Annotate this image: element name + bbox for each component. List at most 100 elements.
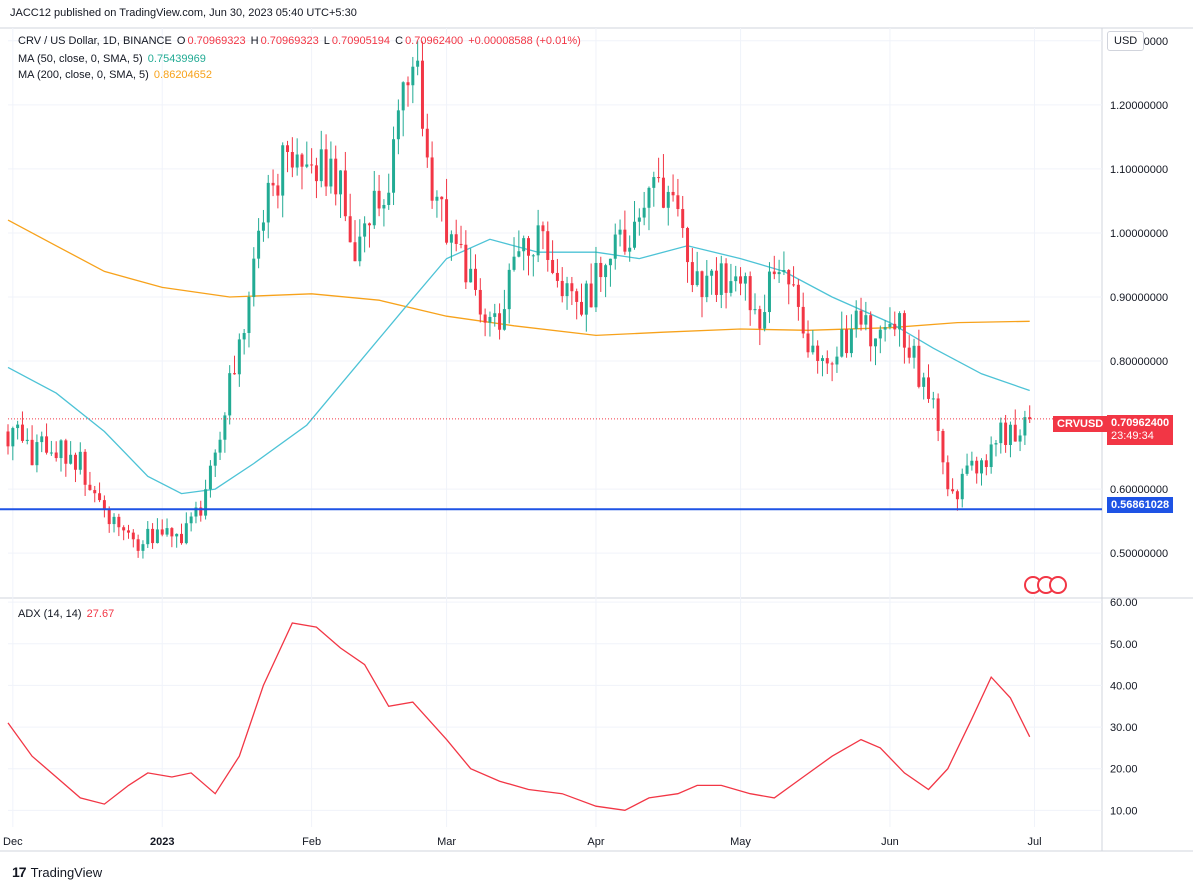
candle-body [854, 310, 858, 330]
ma200-value: 0.86204652 [153, 69, 213, 81]
tradingview-logo[interactable]: 17 TradingView [12, 864, 102, 880]
candle-body [276, 185, 280, 196]
candle-body [830, 363, 834, 365]
candle-body [594, 262, 598, 308]
candle-body [16, 424, 20, 429]
candle-body [377, 190, 381, 209]
candle-body [170, 528, 174, 537]
candle-body [695, 271, 699, 286]
ohlc-c-label: C [395, 35, 404, 47]
candle-body [459, 243, 463, 245]
candle-body [295, 154, 299, 168]
candle-body [801, 306, 805, 334]
candle-body [420, 60, 424, 129]
candle-body [78, 451, 82, 470]
candle-body [49, 452, 53, 454]
candle-body [608, 258, 612, 266]
candle-body [88, 484, 92, 491]
candle-body [233, 373, 237, 375]
candle-body [816, 345, 820, 361]
candle-body [970, 460, 974, 466]
y-tick-label: 1.10000000 [1110, 164, 1168, 176]
candle-body [126, 530, 130, 533]
candle-body [208, 465, 212, 490]
candle-body [613, 234, 617, 259]
ohlc-l-value: 0.70905194 [331, 35, 391, 47]
adx-tick-label: 50.00 [1110, 639, 1138, 651]
candle-body [849, 329, 853, 354]
candle-body [1028, 417, 1032, 419]
candle-body [560, 280, 564, 297]
currency-button[interactable]: USD [1107, 31, 1145, 51]
candle-body [999, 422, 1003, 444]
candle-body [20, 424, 24, 441]
candle-body [257, 230, 261, 259]
ma50-value: 0.75439969 [147, 53, 206, 65]
ma200-legend: MA (200, close, 0, SMA, 5) 0.86204652 [18, 69, 214, 81]
ohlc-l-label: L [323, 35, 330, 47]
adx-legend: ADX (14, 14) 27.67 [18, 608, 116, 620]
x-tick-label: Mar [437, 836, 456, 848]
candle-body [637, 217, 641, 222]
candle-body [136, 539, 140, 551]
candle-body [1013, 424, 1017, 442]
candle-body [165, 528, 169, 535]
candle-body [242, 333, 246, 340]
candle-body [873, 338, 877, 347]
candle-body [146, 528, 150, 545]
candle-body [618, 229, 622, 235]
candle-body [1018, 435, 1022, 442]
ma50-legend: MA (50, close, 0, SMA, 5) 0.75439969 [18, 53, 208, 65]
ma50-label: MA (50, close, 0, SMA, 5) [18, 53, 143, 65]
candle-body [35, 442, 39, 466]
candle-body [411, 66, 415, 86]
candle-body [141, 544, 145, 551]
ma200-label: MA (200, close, 0, SMA, 5) [18, 69, 149, 81]
candle-body [387, 192, 391, 205]
candle-body [661, 177, 665, 208]
candle-body [131, 532, 135, 540]
candle-body [228, 373, 232, 416]
candle-body [6, 431, 10, 447]
candle-body [483, 314, 487, 323]
candle-body [334, 158, 338, 195]
candle-body [493, 313, 497, 317]
candle-body [290, 152, 294, 168]
candle-body [647, 187, 651, 208]
candle-body [358, 236, 362, 262]
candle-body [840, 329, 844, 357]
candle-body [464, 244, 468, 283]
candle-body [758, 309, 762, 329]
candle-body [565, 283, 569, 297]
x-tick-label: 2023 [150, 836, 174, 848]
candle-body [763, 312, 767, 329]
candle-body [401, 82, 405, 111]
candle-body [580, 301, 584, 315]
candle-body [425, 128, 429, 158]
candle-body [1008, 424, 1012, 445]
ohlc-c-value: 0.70962400 [405, 35, 464, 47]
candle-body [777, 272, 781, 275]
event-flag-icon [1049, 576, 1067, 594]
current-price-tag: 0.70962400 23:49:34 [1107, 415, 1174, 445]
candle-body [671, 191, 675, 196]
candle-body [526, 238, 530, 256]
candle-body [941, 430, 945, 463]
candle-body [628, 247, 632, 252]
change-value: +0.00008588 (+0.01%) [468, 35, 581, 47]
candle-body [180, 533, 183, 544]
candle-body [782, 270, 786, 273]
candle-body [69, 454, 73, 464]
candle-body [502, 309, 506, 330]
candle-body [681, 209, 685, 229]
candle-body [155, 529, 159, 544]
candle-body [869, 315, 873, 347]
candle-body [64, 440, 68, 464]
adx-line [7, 622, 1031, 811]
candle-body [546, 231, 550, 260]
candle-body [266, 182, 270, 223]
candle-body [194, 507, 198, 517]
tradingview-mark-icon: 17 [12, 864, 27, 880]
candle-body [705, 275, 709, 298]
candle-body [994, 443, 998, 445]
